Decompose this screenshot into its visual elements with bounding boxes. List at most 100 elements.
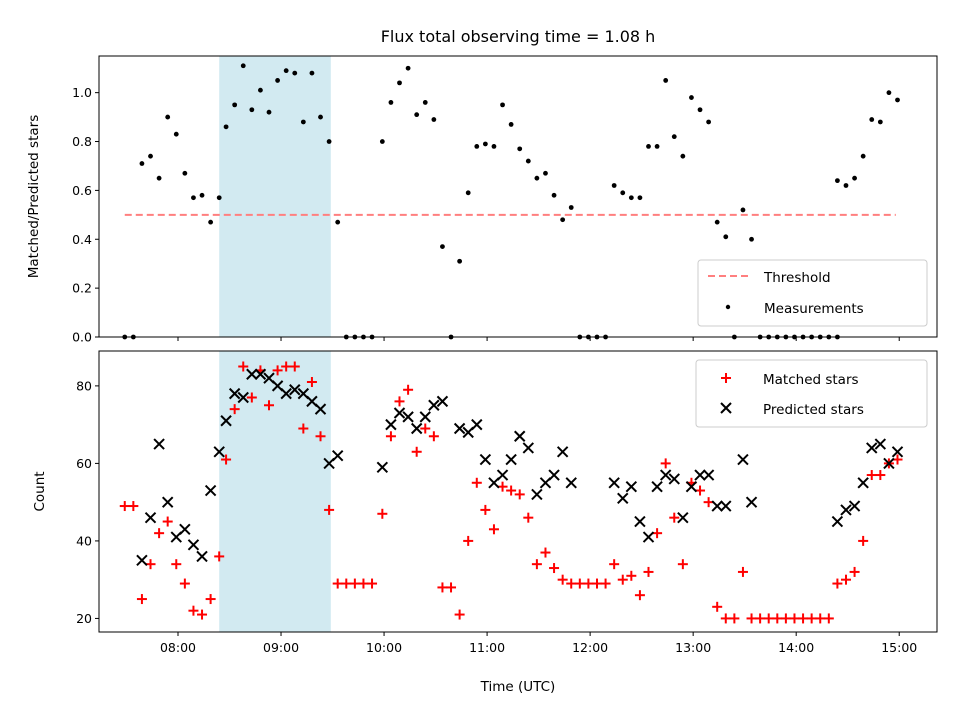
legend-x-marker xyxy=(720,402,732,414)
predicted-star-point xyxy=(874,438,887,450)
count-plot-area xyxy=(119,361,904,624)
measurement-point xyxy=(414,112,420,118)
predicted-star-point xyxy=(237,391,249,404)
matched-star-point xyxy=(600,578,611,589)
matched-star-point xyxy=(264,400,275,411)
x-tick-label: 12:00 xyxy=(572,640,608,655)
measurement-point xyxy=(139,161,145,166)
matched-star-point xyxy=(394,396,405,407)
predicted-star-point xyxy=(331,449,344,462)
measurement-point xyxy=(508,122,514,127)
measurement-point xyxy=(860,153,866,159)
measurement-point xyxy=(706,119,712,125)
measurement-point xyxy=(465,190,471,196)
predicted-star-point xyxy=(505,453,517,466)
matched-star-point xyxy=(162,516,173,527)
matched-star-point xyxy=(367,578,378,589)
matched-star-point xyxy=(815,613,826,624)
predicted-star-point xyxy=(314,403,327,415)
measurement-point xyxy=(300,119,306,125)
measurement-point xyxy=(560,217,566,223)
measurement-point xyxy=(877,119,883,125)
matched-star-point xyxy=(875,470,886,481)
measurement-point xyxy=(491,144,497,149)
measurement-point xyxy=(620,190,626,196)
predicted-star-point xyxy=(677,511,689,524)
ratio-y-tick-label: 0.8 xyxy=(72,134,92,149)
ratio-legend-box xyxy=(697,259,928,327)
matched-star-point xyxy=(377,508,388,519)
measurement-point xyxy=(482,141,488,147)
predicted-star-point xyxy=(393,407,406,419)
predicted-star-point xyxy=(642,531,655,543)
count-legend: Matched stars Predicted stars xyxy=(695,359,928,428)
predicted-star-point xyxy=(866,442,878,454)
matched-star-point xyxy=(789,613,800,624)
legend-matched-swatch xyxy=(721,373,731,383)
predicted-star-point xyxy=(410,422,423,435)
ratio-legend: Threshold Measurements xyxy=(697,259,928,327)
predicted-star-point xyxy=(196,550,208,563)
matched-star-point xyxy=(229,404,240,415)
legend-threshold-label: Threshold xyxy=(763,270,831,286)
predicted-star-point xyxy=(436,395,449,408)
matched-star-point xyxy=(531,559,542,570)
x-tick-label: 13:00 xyxy=(675,640,711,655)
measurement-point xyxy=(646,144,651,149)
measurement-point xyxy=(240,63,246,69)
matched-star-point xyxy=(411,446,422,457)
predicted-star-point xyxy=(220,415,232,427)
predicted-star-point xyxy=(651,480,663,493)
count-y-tick-label: 40 xyxy=(76,533,92,548)
count-y-tick-label: 80 xyxy=(76,378,92,393)
measurement-point xyxy=(517,146,523,152)
matched-star-point xyxy=(609,559,620,570)
measurement-point xyxy=(283,68,289,74)
measurement-point xyxy=(611,183,617,188)
predicted-star-point xyxy=(659,469,672,481)
predicted-star-point xyxy=(453,422,466,435)
matched-star-point xyxy=(634,590,645,601)
measurement-point xyxy=(182,170,188,176)
predicted-star-point xyxy=(246,368,258,380)
measurement-point xyxy=(249,107,255,113)
x-tick-label: 11:00 xyxy=(469,640,505,655)
predicted-star-point xyxy=(428,399,440,411)
predicted-star-point xyxy=(531,488,543,501)
predicted-star-point xyxy=(711,500,723,512)
matched-star-point xyxy=(128,501,139,512)
ratio-y-tick-label: 0.6 xyxy=(72,183,92,198)
matched-star-point xyxy=(289,361,300,372)
x-tick-label: 09:00 xyxy=(263,640,299,655)
predicted-star-point xyxy=(608,477,620,489)
matched-star-point xyxy=(574,578,585,589)
matched-star-point xyxy=(729,613,740,624)
matched-star-point xyxy=(591,578,602,589)
matched-star-point xyxy=(488,524,499,535)
measurement-point xyxy=(379,139,385,144)
measurement-point xyxy=(388,100,394,105)
predicted-star-point xyxy=(228,387,241,400)
measurement-point xyxy=(258,87,263,93)
matched-star-point xyxy=(136,594,147,605)
matched-star-point xyxy=(349,578,360,589)
matched-star-point xyxy=(480,504,491,515)
legend-predicted-label: Predicted stars xyxy=(763,402,864,418)
matched-star-point xyxy=(281,361,292,372)
measurement-point xyxy=(663,78,669,83)
matched-star-point xyxy=(798,613,809,624)
matched-star-point xyxy=(205,594,216,605)
matched-star-point xyxy=(643,566,654,577)
measurement-point xyxy=(292,70,298,76)
ratio-panel: 0.0 0.2 0.4 0.6 0.8 1.0 Flux total observing … xyxy=(26,27,938,345)
count-legend-box xyxy=(695,359,928,428)
matched-star-point xyxy=(385,431,396,442)
matched-star-point xyxy=(119,501,130,512)
matched-star-point xyxy=(712,601,723,612)
x-tick-label: 14:00 xyxy=(778,640,814,655)
predicted-star-point xyxy=(737,453,749,466)
legend-measurements-swatch xyxy=(725,304,731,310)
predicted-star-point xyxy=(840,504,852,516)
predicted-star-point xyxy=(831,515,844,528)
matched-star-point xyxy=(221,454,232,465)
